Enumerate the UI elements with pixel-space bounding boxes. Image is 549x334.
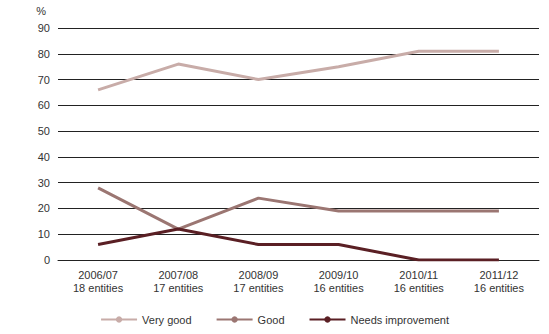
svg-text:2010/11: 2010/11 bbox=[399, 269, 438, 281]
svg-text:80: 80 bbox=[38, 48, 50, 60]
svg-text:2008/09: 2008/09 bbox=[239, 269, 279, 281]
svg-text:17 entities: 17 entities bbox=[153, 282, 204, 294]
svg-text:20: 20 bbox=[38, 202, 50, 214]
svg-text:16 entities: 16 entities bbox=[474, 282, 525, 294]
svg-text:2009/10: 2009/10 bbox=[319, 269, 359, 281]
svg-text:50: 50 bbox=[38, 125, 50, 137]
svg-text:70: 70 bbox=[38, 74, 50, 86]
svg-text:2007/08: 2007/08 bbox=[158, 269, 198, 281]
svg-text:30: 30 bbox=[38, 177, 50, 189]
svg-text:2006/07: 2006/07 bbox=[78, 269, 118, 281]
svg-text:18 entities: 18 entities bbox=[73, 282, 124, 294]
svg-text:60: 60 bbox=[38, 99, 50, 111]
svg-text:Needs improvement: Needs improvement bbox=[351, 314, 449, 326]
svg-text:16 entities: 16 entities bbox=[394, 282, 445, 294]
svg-text:0: 0 bbox=[44, 254, 50, 266]
svg-text:16 entities: 16 entities bbox=[314, 282, 365, 294]
svg-text:Very good: Very good bbox=[142, 314, 192, 326]
svg-text:%: % bbox=[36, 5, 46, 17]
svg-text:10: 10 bbox=[38, 228, 50, 240]
svg-text:17 entities: 17 entities bbox=[233, 282, 284, 294]
svg-text:2011/12: 2011/12 bbox=[479, 269, 518, 281]
svg-text:40: 40 bbox=[38, 151, 50, 163]
svg-text:Good: Good bbox=[258, 314, 285, 326]
svg-text:90: 90 bbox=[38, 22, 50, 34]
